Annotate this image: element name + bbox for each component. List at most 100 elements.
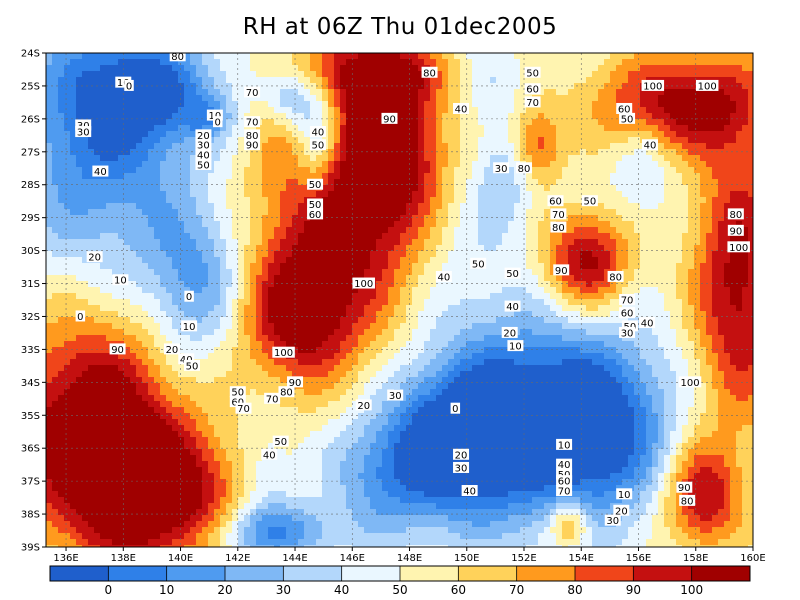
rh-field-cell: [682, 119, 689, 126]
rh-field-cell: [580, 239, 587, 246]
rh-field-cell: [658, 203, 665, 210]
rh-field-cell: [202, 107, 209, 114]
rh-field-cell: [406, 155, 413, 162]
rh-field-cell: [340, 221, 347, 228]
rh-field-cell: [418, 167, 425, 174]
rh-field-cell: [220, 287, 227, 294]
rh-field-cell: [436, 125, 443, 132]
rh-field-cell: [88, 167, 95, 174]
rh-field-cell: [238, 233, 245, 240]
rh-field-cell: [64, 185, 71, 192]
rh-field-cell: [268, 257, 275, 264]
rh-field-cell: [376, 119, 383, 126]
rh-field-cell: [730, 257, 737, 264]
rh-field-cell: [70, 173, 77, 180]
rh-field-cell: [682, 167, 689, 174]
rh-field-cell: [172, 89, 179, 96]
rh-field-cell: [214, 251, 221, 258]
rh-field-cell: [328, 179, 335, 186]
rh-field-cell: [100, 191, 107, 198]
rh-field-cell: [148, 161, 155, 168]
rh-field-cell: [718, 299, 725, 306]
rh-field-cell: [538, 269, 545, 276]
rh-field-cell: [340, 95, 347, 102]
rh-field-cell: [100, 113, 107, 120]
rh-field-cell: [88, 65, 95, 72]
rh-field-cell: [94, 77, 101, 84]
rh-field-cell: [568, 197, 575, 204]
rh-field-cell: [214, 59, 221, 66]
rh-field-cell: [448, 125, 455, 132]
rh-field-cell: [514, 221, 521, 228]
rh-field-cell: [148, 305, 155, 312]
rh-field-cell: [502, 149, 509, 156]
rh-field-cell: [466, 161, 473, 168]
rh-field-cell: [130, 155, 137, 162]
rh-field-cell: [592, 173, 599, 180]
rh-field-cell: [262, 179, 269, 186]
rh-field-cell: [736, 191, 743, 198]
rh-field-cell: [136, 191, 143, 198]
rh-field-cell: [382, 185, 389, 192]
rh-field-cell: [100, 59, 107, 66]
rh-field-cell: [682, 245, 689, 252]
rh-field-cell: [700, 281, 707, 288]
rh-field-cell: [388, 191, 395, 198]
rh-field-cell: [478, 203, 485, 210]
rh-field-cell: [418, 101, 425, 108]
rh-field-cell: [658, 89, 665, 96]
rh-field-cell: [526, 59, 533, 66]
rh-field-cell: [58, 269, 65, 276]
rh-field-cell: [742, 191, 749, 198]
rh-field-cell: [592, 143, 599, 150]
rh-field-cell: [670, 203, 677, 210]
rh-field-cell: [544, 77, 551, 84]
rh-field-cell: [268, 269, 275, 276]
rh-field-cell: [538, 197, 545, 204]
rh-field-cell: [730, 185, 737, 192]
rh-field-cell: [502, 65, 509, 72]
rh-field-cell: [76, 113, 83, 120]
rh-field-cell: [268, 185, 275, 192]
rh-field-cell: [280, 125, 287, 132]
rh-field-cell: [460, 59, 467, 66]
rh-field-cell: [496, 143, 503, 150]
rh-field-cell: [172, 209, 179, 216]
rh-field-cell: [106, 119, 113, 126]
rh-field-cell: [394, 89, 401, 96]
rh-field-cell: [598, 191, 605, 198]
rh-field-cell: [502, 209, 509, 216]
rh-field-cell: [196, 185, 203, 192]
rh-field-cell: [514, 287, 521, 294]
rh-field-cell: [622, 245, 629, 252]
rh-field-cell: [376, 287, 383, 294]
rh-field-cell: [442, 83, 449, 90]
rh-field-cell: [214, 293, 221, 300]
rh-field-cell: [340, 275, 347, 282]
rh-field-cell: [538, 203, 545, 210]
rh-field-cell: [346, 77, 353, 84]
rh-field-cell: [202, 245, 209, 252]
rh-field-cell: [742, 131, 749, 138]
rh-field-cell: [82, 161, 89, 168]
rh-field-cell: [658, 281, 665, 288]
rh-field-cell: [142, 143, 149, 150]
rh-field-cell: [262, 215, 269, 222]
rh-field-cell: [364, 59, 371, 66]
rh-field-cell: [610, 107, 617, 114]
rh-field-cell: [118, 203, 125, 210]
rh-field-cell: [628, 275, 635, 282]
rh-field-cell: [532, 173, 539, 180]
rh-field-cell: [46, 89, 53, 96]
rh-field-cell: [658, 71, 665, 78]
rh-field-cell: [388, 287, 395, 294]
rh-field-cell: [658, 275, 665, 282]
rh-field-cell: [664, 95, 671, 102]
rh-field-cell: [184, 125, 191, 132]
rh-field-cell: [340, 209, 347, 216]
rh-field-cell: [196, 281, 203, 288]
rh-field-cell: [136, 263, 143, 270]
rh-field-cell: [340, 167, 347, 174]
rh-field-cell: [400, 281, 407, 288]
rh-field-cell: [370, 239, 377, 246]
